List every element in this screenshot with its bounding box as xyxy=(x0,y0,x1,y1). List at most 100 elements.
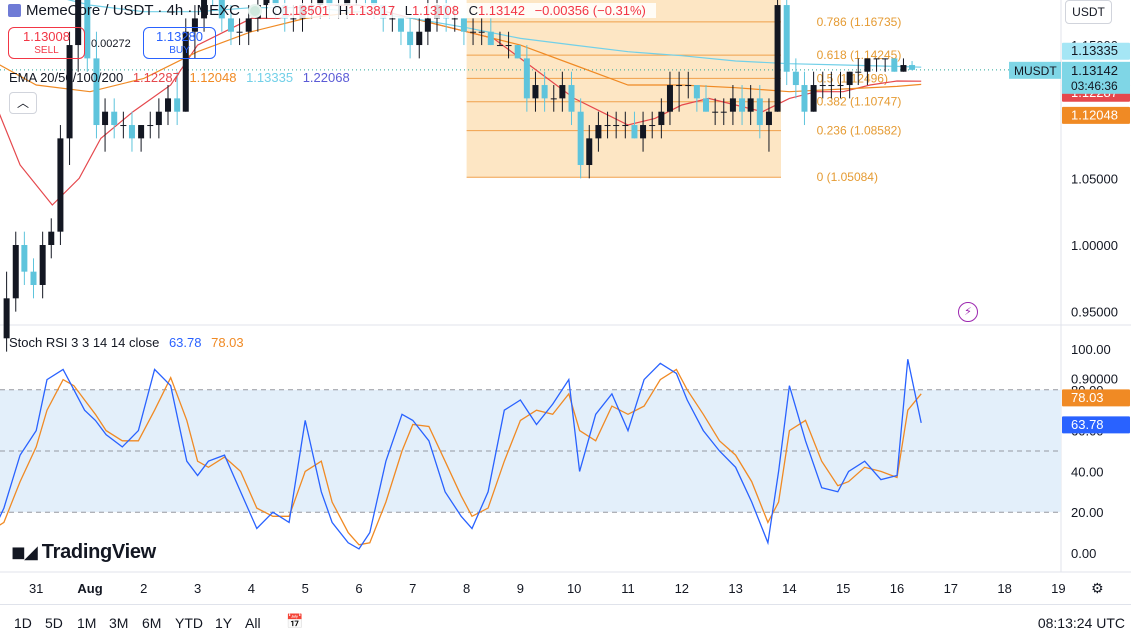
ema200-value: 1.22068 xyxy=(302,70,350,85)
candle-body xyxy=(810,85,817,112)
candle-body xyxy=(326,0,333,6)
candle-body xyxy=(147,125,154,127)
candle-body xyxy=(272,0,279,6)
candle-body xyxy=(317,0,324,6)
candle-body xyxy=(487,31,494,46)
candle-body xyxy=(666,85,673,112)
high-label: H xyxy=(338,3,349,18)
candle-body xyxy=(21,245,28,272)
candle-body xyxy=(138,125,145,139)
time-tick-label: 17 xyxy=(944,581,958,596)
timeframe-1y[interactable]: 1Y xyxy=(215,615,233,631)
chart-canvas[interactable]: 1.618 (1.29069)1 (1.19908)0.786 (1.16735… xyxy=(0,0,1131,604)
currency-selector[interactable]: USDT xyxy=(1065,0,1112,24)
candle-body xyxy=(739,98,746,112)
candle-body xyxy=(819,85,826,87)
stoch-k-badge-bg xyxy=(1062,416,1130,434)
timeframe-ytd[interactable]: YTD xyxy=(175,615,203,631)
buy-price: 1.13280 xyxy=(156,29,203,44)
lightning-icon[interactable]: ⚡ xyxy=(958,302,978,322)
candle-body xyxy=(290,18,297,20)
chart-header: MemeCore / USDT · 4h · MEXC O1.13501 H1.… xyxy=(8,2,656,19)
candle-body xyxy=(66,45,73,139)
ema-legend[interactable]: EMA 20/50/100/200 1.12287 1.12048 1.1333… xyxy=(9,70,356,85)
stoch-d-badge: 78.03 xyxy=(1071,390,1104,405)
buy-button[interactable]: 1.13280 BUY xyxy=(143,27,216,59)
timeframe-1m[interactable]: 1M xyxy=(77,615,97,631)
candle-body xyxy=(712,111,719,113)
stoch-d-value: 78.03 xyxy=(211,335,244,350)
candle-body xyxy=(676,85,683,87)
settings-icon[interactable]: ⚙ xyxy=(1091,580,1104,596)
candle-body xyxy=(111,111,118,126)
utc-clock[interactable]: 08:13:24 UTC xyxy=(1037,615,1125,631)
candle-body xyxy=(756,98,763,126)
candle-body xyxy=(451,18,458,20)
bottom-toolbar: 1D 5D 1M 3M 6M YTD 1Y All 08:13:24 UTC xyxy=(0,604,1131,637)
symbol-title[interactable]: MemeCore / USDT · 4h · MEXC xyxy=(26,2,240,19)
candle-body xyxy=(631,125,638,139)
candle-body xyxy=(201,0,208,19)
candle-body xyxy=(174,98,181,112)
chevron-up-icon: ︿ xyxy=(16,96,29,110)
candle-body xyxy=(245,18,252,32)
stoch-rsi-label: Stoch RSI 3 3 14 14 close xyxy=(9,335,160,350)
timeframe-1d[interactable]: 1D xyxy=(14,615,32,631)
stoch-k-value: 63.78 xyxy=(168,335,202,350)
time-tick-label: 31 xyxy=(29,581,43,596)
spread-value: 0.00272 xyxy=(91,38,131,50)
time-tick-label: 5 xyxy=(302,581,309,596)
time-tick-label: 19 xyxy=(1051,581,1065,596)
candle-body xyxy=(191,18,198,32)
candle-body xyxy=(57,138,64,232)
stoch-k-line xyxy=(0,359,922,550)
candle-body xyxy=(75,0,82,46)
ohlc-values: O1.13501 H1.13817 L1.13108 C1.13142 −0.0… xyxy=(267,3,656,18)
open-value: 1.13501 xyxy=(282,3,330,18)
timeframe-5d[interactable]: 5D xyxy=(45,615,63,631)
candle-body xyxy=(3,298,10,339)
candle-body xyxy=(155,111,162,126)
sell-label: SELL xyxy=(34,45,59,56)
candle-body xyxy=(568,85,575,112)
time-tick-label: 18 xyxy=(997,581,1011,596)
tradingview-logo: ◼◢ TradingView xyxy=(11,541,156,564)
candle-body xyxy=(909,65,916,70)
time-tick-label: 7 xyxy=(409,581,416,596)
candle-body xyxy=(532,85,539,99)
stoch-rsi-legend[interactable]: Stoch RSI 3 3 14 14 close 63.78 78.03 xyxy=(9,335,250,350)
ema100-badge: 1.13335 xyxy=(1071,43,1118,58)
date-range-icon[interactable]: 📅 xyxy=(286,613,304,629)
candle-body xyxy=(182,31,189,112)
candle-body xyxy=(227,18,234,32)
stoch-d-badge-bg xyxy=(1062,389,1130,407)
timeframe-all[interactable]: All xyxy=(245,615,261,631)
time-tick-label: 13 xyxy=(728,581,742,596)
time-tick-label: Aug xyxy=(77,581,102,596)
candle-body xyxy=(550,98,557,100)
fib-level-label: 0.236 (1.08582) xyxy=(817,124,902,138)
candle-body xyxy=(604,125,611,127)
candle-body xyxy=(828,85,835,87)
candle-body xyxy=(120,125,127,127)
time-tick-label: 2 xyxy=(140,581,147,596)
symbol-badge: MUSDT xyxy=(1014,64,1057,78)
price-tick-label: 0.90000 xyxy=(1071,371,1118,386)
brand-name: TradingView xyxy=(41,541,156,563)
timeframe-6m[interactable]: 6M xyxy=(142,615,162,631)
candle-body xyxy=(792,71,799,86)
sell-button[interactable]: 1.13008 SELL xyxy=(8,27,85,59)
candle-body xyxy=(514,45,521,59)
timeframe-3m[interactable]: 3M xyxy=(109,615,129,631)
price-tick-label: 1.05000 xyxy=(1071,171,1118,186)
symbol-icon xyxy=(8,4,21,17)
candle-body xyxy=(747,98,754,112)
candle-body xyxy=(882,58,889,60)
stoch-tick-label: 20.00 xyxy=(1071,505,1104,520)
fib-zone xyxy=(466,0,781,178)
stoch-rsi-pane xyxy=(0,359,1061,550)
candle-body xyxy=(218,0,225,19)
candle-body xyxy=(846,71,853,86)
time-tick-label: 11 xyxy=(621,581,635,596)
collapse-legend-button[interactable]: ︿ xyxy=(9,92,37,114)
